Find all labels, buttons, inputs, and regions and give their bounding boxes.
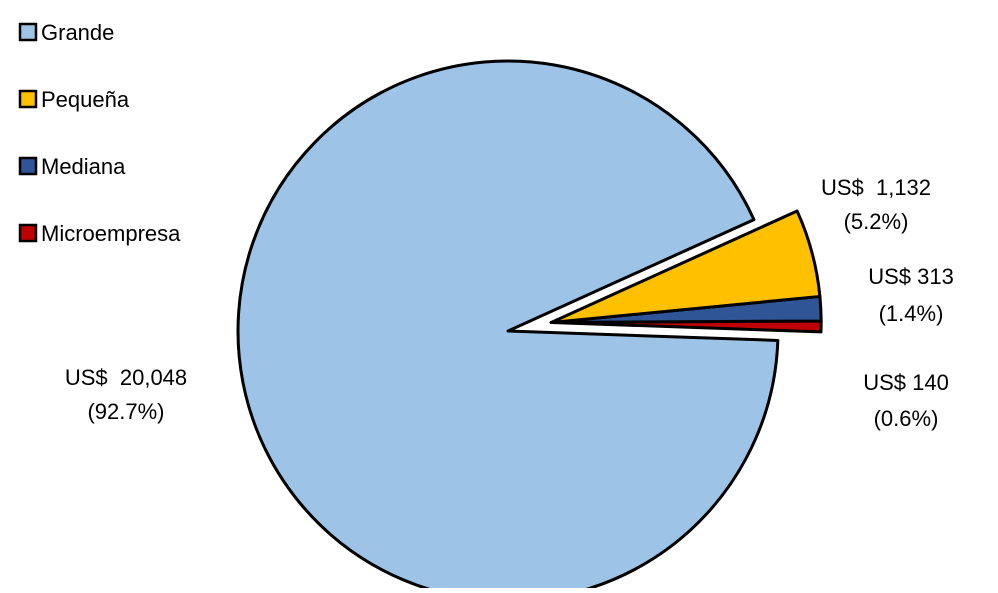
legend-item-pequena: Pequeña — [18, 87, 130, 112]
data-label-percent: (5.2%) — [844, 209, 909, 234]
legend-swatch — [18, 22, 38, 42]
data-label-value: US$ 20,048 — [65, 365, 187, 390]
legend-label: Microempresa — [41, 221, 181, 246]
data-label-microempresa: US$ 140 (0.6%) — [863, 370, 949, 431]
data-label-grande: US$ 20,048 (92.7%) — [65, 365, 187, 424]
legend-label: Grande — [41, 20, 114, 45]
data-label-value: US$ 1,132 — [821, 175, 931, 200]
data-labels-layer: US$ 20,048 (92.7%) US$ 1,132 (5.2%) US$ 313 (… — [65, 175, 954, 431]
data-label-pequena: US$ 1,132 (5.2%) — [821, 175, 931, 234]
data-label-value: US$ 313 — [868, 264, 954, 289]
legend: Grande Pequeña Mediana Microempresa — [18, 20, 181, 246]
legend-item-grande: Grande — [18, 20, 114, 45]
pie-slice-pequena — [549, 209, 822, 324]
data-label-value: US$ 140 — [863, 370, 949, 395]
legend-swatch — [18, 223, 38, 243]
legend-label: Mediana — [41, 154, 126, 179]
data-label-percent: (92.7%) — [87, 399, 164, 424]
slices-layer — [236, 59, 823, 593]
legend-swatch — [18, 156, 38, 176]
data-label-percent: (1.4%) — [879, 301, 944, 326]
data-label-mediana: US$ 313 (1.4%) — [868, 264, 954, 326]
data-label-percent: (0.6%) — [874, 406, 939, 431]
legend-item-microempresa: Microempresa — [18, 221, 181, 246]
pie-slice-grande — [236, 59, 780, 593]
legend-item-mediana: Mediana — [18, 154, 126, 179]
legend-swatch — [18, 89, 38, 109]
legend-label: Pequeña — [41, 87, 130, 112]
